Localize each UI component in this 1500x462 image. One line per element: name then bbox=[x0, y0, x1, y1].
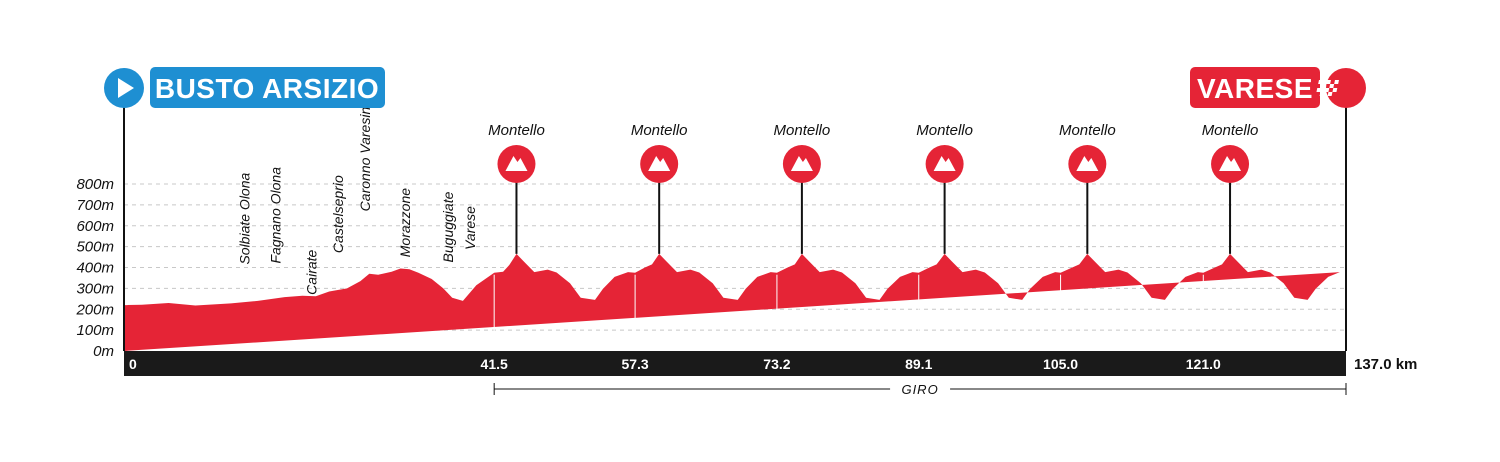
mountain-icon bbox=[1076, 156, 1099, 171]
finish-town-name: VARESE bbox=[1197, 73, 1313, 104]
town-labels: Solbiate Olona Fagnano Olona Cairate Castel… bbox=[236, 99, 478, 295]
town-label: Morazzone bbox=[397, 188, 413, 257]
flag-square bbox=[1318, 80, 1323, 84]
finish-banner bbox=[1190, 67, 1320, 108]
mountain-icon bbox=[648, 156, 671, 171]
km-label: 73.2 bbox=[763, 356, 790, 372]
town-label: Varese bbox=[462, 206, 478, 250]
climb-label: Montello bbox=[916, 122, 973, 139]
y-tick-label: 700m bbox=[76, 197, 114, 214]
checkered-flag-icon bbox=[1316, 68, 1366, 108]
flag-square bbox=[1334, 80, 1339, 84]
y-axis-labels: 0m 100m 200m 300m 400m 500m 600m 700m 800m bbox=[75, 176, 114, 360]
town-label: Fagnano Olona bbox=[268, 167, 284, 264]
mountain-icon bbox=[1219, 156, 1242, 171]
climb-label: Montello bbox=[774, 122, 831, 139]
play-triangle bbox=[118, 78, 134, 98]
mountain-icon bbox=[505, 156, 528, 171]
km-label: 89.1 bbox=[905, 356, 932, 372]
km-label: 57.3 bbox=[621, 356, 648, 372]
mountain-icon bbox=[790, 156, 813, 171]
mountain-icon bbox=[933, 156, 956, 171]
distance-bar bbox=[124, 351, 1346, 376]
flag-square bbox=[1332, 88, 1338, 92]
town-label: Buguggiate bbox=[440, 191, 456, 262]
town-label: Castelseprio bbox=[330, 175, 346, 253]
flag-square bbox=[1327, 92, 1333, 96]
y-tick-label: 400m bbox=[76, 260, 114, 277]
y-tick-label: 600m bbox=[76, 218, 114, 235]
town-label: Cairate bbox=[303, 249, 319, 294]
flag-square bbox=[1324, 88, 1330, 92]
km-label: 105.0 bbox=[1043, 356, 1078, 372]
flag-square bbox=[1326, 80, 1331, 84]
km-label: 41.5 bbox=[481, 356, 508, 372]
elevation-profile-area bbox=[124, 253, 1340, 351]
flag-square bbox=[1316, 88, 1322, 92]
y-tick-label: 200m bbox=[75, 301, 114, 318]
km-label: 121.0 bbox=[1186, 356, 1221, 372]
climb-label: Montello bbox=[488, 122, 545, 139]
y-tick-label: 800m bbox=[76, 176, 114, 193]
flag-square bbox=[1319, 92, 1325, 96]
circuit-bracket: GIRO bbox=[493, 382, 1347, 397]
play-icon bbox=[104, 68, 144, 108]
town-label: Caronno Varesino bbox=[357, 99, 373, 212]
lap-line-markers bbox=[493, 274, 1204, 351]
start-town-name: BUSTO ARSIZIO bbox=[155, 73, 379, 104]
town-label: Solbiate Olona bbox=[236, 172, 252, 264]
y-tick-label: 300m bbox=[76, 280, 114, 297]
y-tick-label: 0m bbox=[93, 343, 114, 360]
distance-labels: 0 41.5 57.3 73.2 89.1 105.0 121.0 bbox=[129, 356, 1221, 372]
km-label: 0 bbox=[129, 356, 137, 372]
climb-label: Montello bbox=[1202, 122, 1259, 139]
y-tick-label: 500m bbox=[76, 239, 114, 256]
climb-label: Montello bbox=[1059, 122, 1116, 139]
climb-markers: Montello Montello Montello Montello Montello… bbox=[488, 122, 1258, 254]
flag-square bbox=[1321, 84, 1327, 88]
start-banner bbox=[150, 67, 385, 108]
y-tick-label: 100m bbox=[76, 322, 114, 339]
total-distance-label: 137.0 km bbox=[1354, 356, 1417, 373]
circuit-label: GIRO bbox=[901, 382, 938, 397]
finish-circle bbox=[1326, 68, 1366, 108]
climb-label: Montello bbox=[631, 122, 688, 139]
flag-square bbox=[1329, 84, 1335, 88]
